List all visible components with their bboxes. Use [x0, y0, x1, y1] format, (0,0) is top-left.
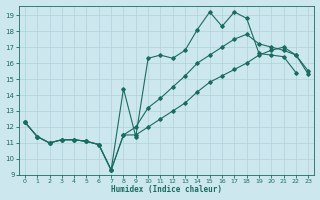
X-axis label: Humidex (Indice chaleur): Humidex (Indice chaleur)	[111, 185, 222, 194]
